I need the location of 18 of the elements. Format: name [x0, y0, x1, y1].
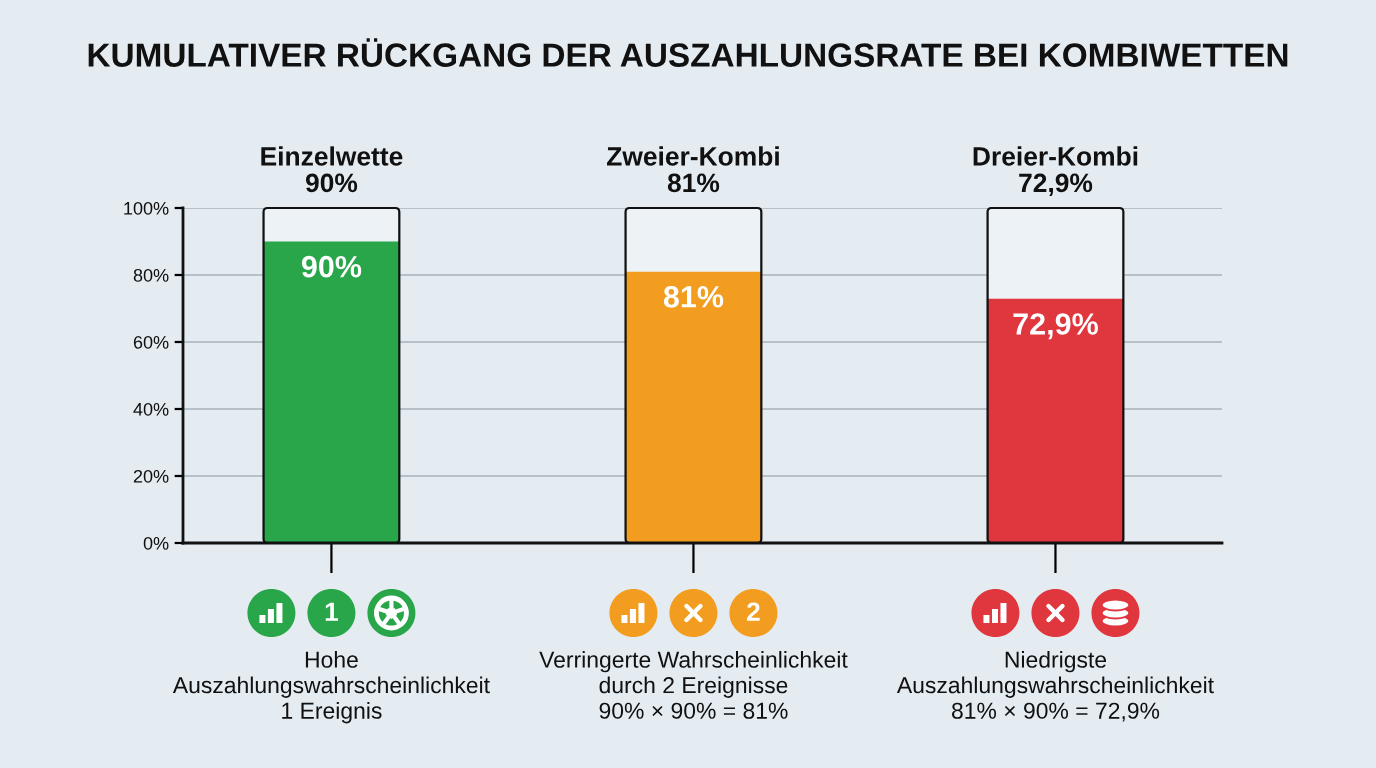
- data-label: 72,9%: [1013, 313, 1098, 340]
- text: Hohe Auszahlungswahrscheinlichkeit 1 Ereignis: [172, 651, 490, 724]
- data-label: 81%: [663, 285, 724, 308]
- y-tick-label: 60%: [133, 335, 169, 349]
- x-tick-label: Dreier-Kombi 72,9%: [973, 146, 1138, 197]
- data-label: 90%: [301, 255, 362, 278]
- text: 1: [325, 602, 339, 621]
- y-tick-label: 100%: [124, 201, 169, 215]
- y-tick-label: 40%: [133, 402, 169, 416]
- text: 2: [747, 602, 760, 621]
- x-tick-label: Zweier-Kombi 81%: [607, 146, 779, 193]
- text: Niedrigste Auszahlungswahrscheinlichkeit 81% × 90% = 72,9%: [896, 651, 1214, 722]
- chart-title: KUMULATIVER RÜCKGANG DER AUSZAHLUNGSRATE BEI KOMBIWETTEN: [88, 38, 1288, 67]
- x-tick-label: Einzelwette 90%: [261, 146, 403, 193]
- text: Verringerte Wahrscheinlichkeit durch 2 Ereignisse 90% × 90% = 81%: [539, 651, 848, 719]
- y-tick-label: 0%: [143, 536, 169, 550]
- y-tick-label: 80%: [133, 268, 169, 282]
- y-tick-label: 20%: [133, 469, 169, 483]
